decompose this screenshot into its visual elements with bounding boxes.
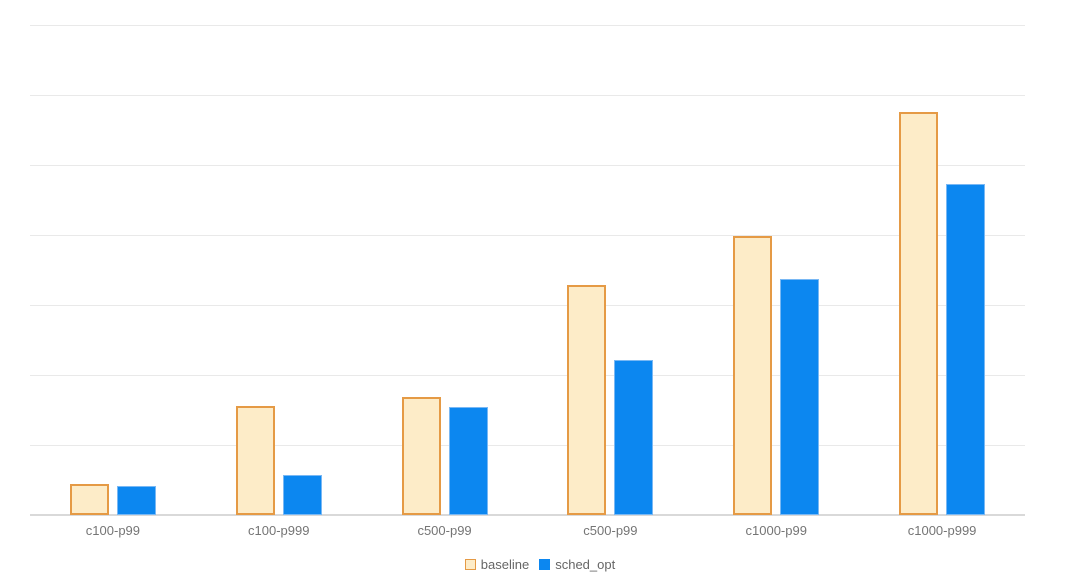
y-gridline [30,305,1025,306]
y-gridline [30,25,1025,26]
bar-sched_opt-c1000-p999[interactable] [946,183,986,515]
bar-sched_opt-c100-p999[interactable] [282,475,322,515]
legend-swatch-sched_opt [539,559,551,570]
x-axis-tick-label: c100-p99 [85,523,141,538]
bar-baseline-c100-p999[interactable] [235,405,275,515]
bar-baseline-c1000-p999[interactable] [899,111,939,515]
bar-sched_opt-c500-p99[interactable] [614,360,654,515]
y-gridline [30,375,1025,376]
bar-sched_opt-c500-p99[interactable] [448,407,488,515]
bar-sched_opt-c1000-p99[interactable] [780,279,820,515]
bar-baseline-c500-p99[interactable] [401,396,441,515]
bar-baseline-c1000-p99[interactable] [733,235,773,515]
x-axis-tick-label: c1000-p99 [745,523,807,538]
bar-sched_opt-c100-p99[interactable] [116,486,156,515]
legend-label: sched_opt [555,557,616,572]
y-gridline [30,165,1025,166]
x-axis-tick-label: c500-p99 [417,523,472,538]
bar-baseline-c500-p99[interactable] [567,284,607,515]
legend-item-sched_opt[interactable]: sched_opt [539,557,615,572]
x-axis-tick-label: c500-p99 [583,523,638,538]
x-axis-tick-label: c100-p999 [248,523,310,538]
y-gridline [30,95,1025,96]
y-gridline [30,445,1025,446]
x-axis-line [30,514,1025,516]
legend-label: baseline [480,557,530,572]
y-gridline [30,235,1025,236]
legend-item-baseline[interactable]: baseline [464,557,530,572]
legend-swatch-baseline [464,559,476,570]
bar-baseline-c100-p99[interactable] [69,484,109,515]
x-axis-tick-label: c1000-p999 [907,523,977,538]
legend: baseline sched_opt [0,557,1080,572]
